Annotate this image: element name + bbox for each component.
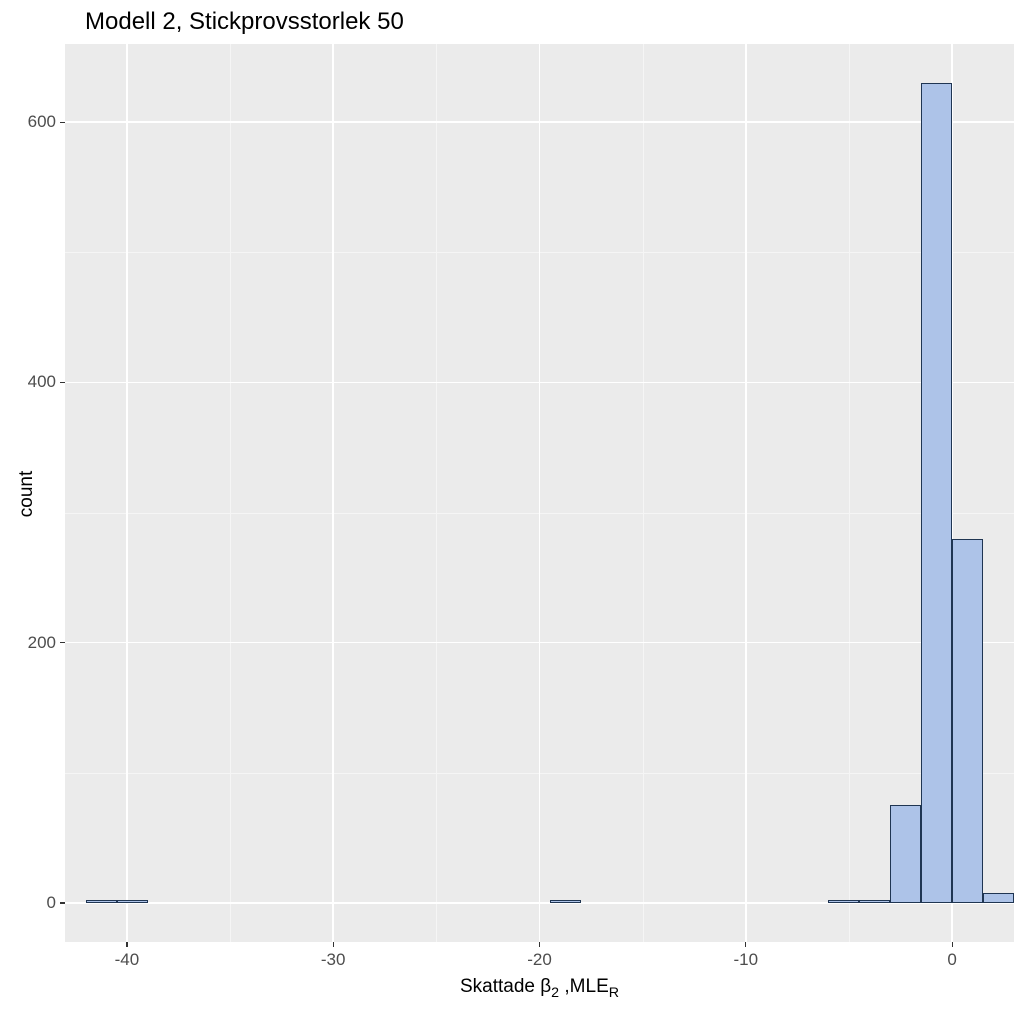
x-tick xyxy=(333,942,334,947)
histogram-bar xyxy=(952,539,983,903)
x-tick-label: -20 xyxy=(527,950,552,970)
y-axis-label: count xyxy=(16,471,38,517)
histogram-bar xyxy=(983,893,1014,903)
histogram-bar xyxy=(890,805,921,903)
y-tick-label: 0 xyxy=(47,893,56,913)
x-tick-label: -30 xyxy=(321,950,346,970)
x-tick xyxy=(539,942,540,947)
x-tick-label: -40 xyxy=(115,950,140,970)
plot-panel xyxy=(65,44,1014,942)
x-axis-label: Skattade β2 ,MLER xyxy=(460,976,619,1001)
x-tick-label: 0 xyxy=(947,950,956,970)
y-tick-label: 200 xyxy=(28,633,56,653)
x-tick xyxy=(126,942,127,947)
x-tick-label: -10 xyxy=(734,950,759,970)
histogram-bar xyxy=(859,900,890,903)
chart-title: Modell 2, Stickprovsstorlek 50 xyxy=(85,8,404,36)
x-tick xyxy=(745,942,746,947)
y-tick xyxy=(60,122,65,123)
x-tick xyxy=(952,942,953,947)
y-tick-label: 400 xyxy=(28,372,56,392)
y-tick-label: 600 xyxy=(28,112,56,132)
y-tick xyxy=(60,642,65,643)
y-tick xyxy=(60,902,65,903)
histogram-bar xyxy=(117,900,148,903)
histogram-chart: Modell 2, Stickprovsstorlek 50 count Ska… xyxy=(0,0,1024,1024)
histogram-bar xyxy=(86,900,117,903)
histogram-bar xyxy=(921,83,952,903)
y-tick xyxy=(60,382,65,383)
histogram-bar xyxy=(828,900,859,903)
histogram-bar xyxy=(550,900,581,903)
